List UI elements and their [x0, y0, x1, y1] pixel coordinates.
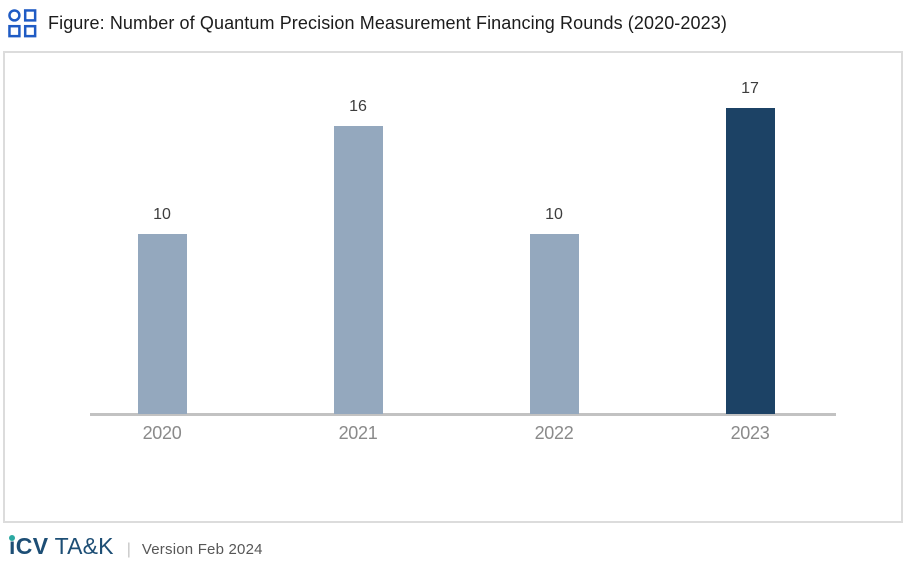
x-axis-label-2021: 2021: [338, 423, 378, 443]
footer-version-text: Version Feb 2024: [141, 541, 263, 558]
footer-separator: |: [126, 541, 131, 558]
page-title: Figure: Number of Quantum Precision Meas…: [48, 12, 727, 33]
chart-panel: 10 2020 16 2021 10 2022 17 2023: [3, 51, 903, 523]
header: Figure: Number of Quantum Precision Meas…: [8, 7, 727, 39]
footer: i CV TA&K | Version Feb 2024: [9, 533, 263, 560]
brand-i-teal-dot: [9, 535, 16, 541]
bar-value-label-2020: 10: [153, 206, 171, 223]
bar-2023: [725, 108, 775, 414]
bar-2020: [137, 234, 187, 414]
bar-value-label-2023: 17: [741, 80, 759, 97]
bar-value-label-2022: 10: [545, 206, 563, 223]
brand-letter-i: i: [9, 533, 16, 559]
brand-letters-tak: TA&K: [54, 533, 114, 559]
x-axis-label-2020: 2020: [142, 423, 182, 443]
bar-2021: [333, 126, 383, 414]
bar-value-label-2021: 16: [349, 98, 367, 115]
x-axis-line: [90, 413, 836, 416]
plot-area: 10 2020 16 2021 10 2022 17 2023: [5, 53, 901, 521]
bar-2022: [529, 234, 579, 414]
x-axis-label-2023: 2023: [730, 423, 770, 443]
x-axis-label-2022: 2022: [534, 423, 574, 443]
grid-logo-icon: [8, 8, 37, 37]
brand-letters-cv: CV: [15, 533, 49, 559]
brand-logo: i CV TA&K: [9, 533, 114, 560]
